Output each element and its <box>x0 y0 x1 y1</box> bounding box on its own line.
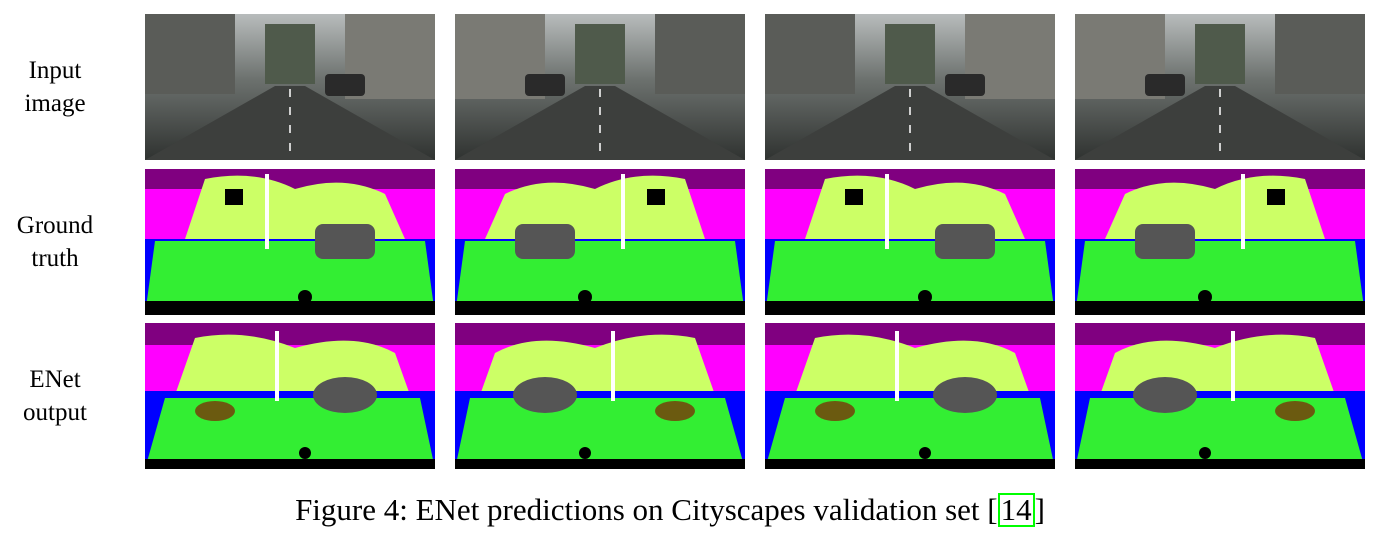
image <box>455 323 745 469</box>
image <box>765 14 1055 160</box>
image <box>145 323 435 469</box>
label-line: truth <box>31 245 79 272</box>
row-label: Input image <box>0 54 110 120</box>
image-panel <box>765 323 1055 469</box>
image-panel <box>455 169 745 315</box>
citation[interactable]: 14 <box>997 493 1035 527</box>
image <box>145 14 435 160</box>
image-panel <box>1075 169 1365 315</box>
label-line: output <box>23 399 87 426</box>
caption: Figure 4: ENet predictions on Cityscapes… <box>0 492 1340 528</box>
label-line: Ground <box>16 212 94 239</box>
label-line: image <box>24 90 86 117</box>
image-panel <box>765 14 1055 160</box>
image <box>455 14 745 160</box>
image <box>1075 323 1365 469</box>
image <box>1075 169 1365 315</box>
image-panel <box>1075 14 1365 160</box>
image-panel <box>1075 323 1365 469</box>
row-label: Ground truth <box>0 209 110 275</box>
caption-text: Figure 4: ENet predictions on Cityscapes… <box>295 492 998 527</box>
image-panel <box>145 14 435 160</box>
image-panel <box>455 14 745 160</box>
row-label: ENet output <box>0 363 110 429</box>
label-line: Input <box>28 57 82 84</box>
image <box>1075 14 1365 160</box>
image <box>145 169 435 315</box>
image-panel <box>455 323 745 469</box>
caption-text: ] <box>1034 492 1045 527</box>
image <box>765 169 1055 315</box>
label-line: ENet <box>29 366 81 393</box>
image <box>455 169 745 315</box>
image-panel <box>145 323 435 469</box>
image-panel <box>145 169 435 315</box>
image-panel <box>765 169 1055 315</box>
image <box>765 323 1055 469</box>
